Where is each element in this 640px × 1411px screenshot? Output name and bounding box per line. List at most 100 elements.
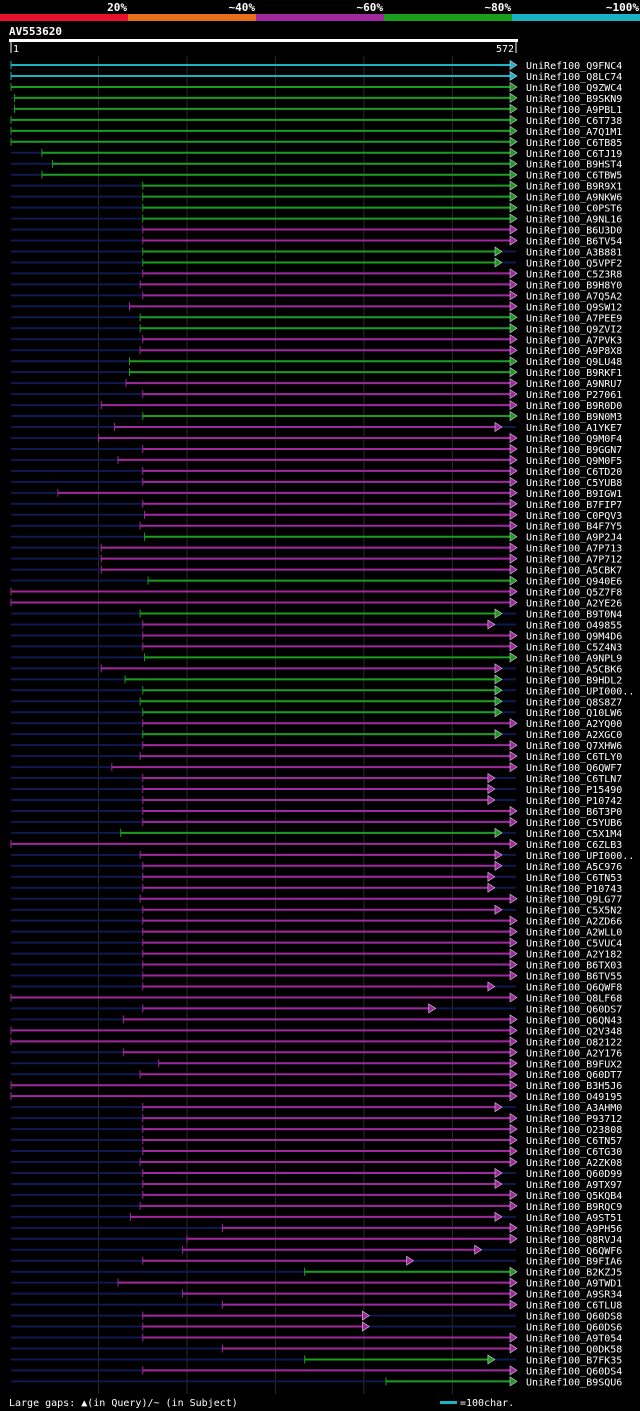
hit-label[interactable]: UniRef100_C6TLY0	[526, 752, 622, 763]
hit-label[interactable]: UniRef100_Q2V348	[526, 1026, 622, 1037]
hit-label[interactable]: UniRef100_Q9LG77	[526, 895, 622, 906]
hit-row[interactable]: UniRef100_A9SR34	[11, 1288, 622, 1301]
hit-row[interactable]: UniRef100_Q10LW6	[11, 707, 622, 720]
hit-row[interactable]: UniRef100_P10743	[11, 882, 622, 895]
hit-row[interactable]: UniRef100_C0PQV3	[11, 509, 622, 522]
hit-label[interactable]: UniRef100_Q9M0F4	[526, 434, 622, 445]
hit-label[interactable]: UniRef100_B9SQU6	[526, 1377, 622, 1388]
hit-label[interactable]: UniRef100_Q9ZVI2	[526, 324, 622, 335]
hit-label[interactable]: UniRef100_A2YE26	[526, 599, 622, 610]
hit-label[interactable]: UniRef100_A5CBK7	[526, 566, 622, 577]
hit-row[interactable]: UniRef100_Q6QWF8	[11, 981, 622, 994]
hit-label[interactable]: UniRef100_P10743	[526, 884, 622, 895]
hit-label[interactable]: UniRef100_Q9LU48	[526, 357, 622, 368]
hit-row[interactable]: UniRef100_Q60DS7	[11, 1003, 622, 1016]
hit-row[interactable]: UniRef100_A9NKW6	[11, 191, 622, 204]
hit-label[interactable]: UniRef100_A3AHM0	[526, 1103, 622, 1114]
hit-row[interactable]: UniRef100_A7Q5A2	[11, 290, 622, 303]
hit-row[interactable]: UniRef100_Q5VPF2	[11, 257, 622, 270]
hit-row[interactable]: UniRef100_Q9M4D6	[11, 630, 622, 643]
hit-row[interactable]: UniRef100_P93712	[11, 1113, 622, 1126]
hit-label[interactable]: UniRef100_C6TN53	[526, 873, 622, 884]
hit-row[interactable]: UniRef100_A7PVK3	[11, 334, 622, 347]
hit-label[interactable]: UniRef100_O49855	[526, 620, 622, 631]
hit-row[interactable]: UniRef100_C5Z3R8	[11, 268, 622, 281]
hit-label[interactable]: UniRef100_B9R0D0	[526, 401, 622, 412]
hit-label[interactable]: UniRef100_C6TLU8	[526, 1301, 622, 1312]
hit-row[interactable]: UniRef100_B9IGW1	[11, 487, 622, 500]
hit-label[interactable]: UniRef100_C6TG30	[526, 1147, 622, 1158]
hit-row[interactable]: UniRef100_Q9M0F4	[11, 432, 622, 445]
hit-row[interactable]: UniRef100_B9FIA6	[11, 1255, 622, 1268]
hit-row[interactable]: UniRef100_Q60DS8	[11, 1310, 622, 1323]
hit-row[interactable]: UniRef100_C6TN53	[11, 871, 622, 884]
hit-row[interactable]: UniRef100_Q9SW12	[11, 301, 622, 314]
hit-row[interactable]: UniRef100_B9FUX2	[11, 1058, 622, 1071]
hit-row[interactable]: UniRef100_Q8LF68	[10, 992, 622, 1005]
hit-label[interactable]: UniRef100_UPI000..	[526, 851, 634, 862]
hit-label[interactable]: UniRef100_UPI000..	[526, 686, 634, 697]
hit-row[interactable]: UniRef100_B9H8Y0	[11, 279, 622, 292]
hit-label[interactable]: UniRef100_Q5VPF2	[526, 258, 622, 269]
hit-label[interactable]: UniRef100_B9T0N4	[526, 610, 622, 621]
hit-label[interactable]: UniRef100_Q0DK58	[526, 1344, 622, 1355]
hit-row[interactable]: UniRef100_O49195	[10, 1091, 622, 1104]
hit-label[interactable]: UniRef100_A9TX97	[526, 1180, 622, 1191]
hit-label[interactable]: UniRef100_B2KZJ5	[526, 1268, 622, 1279]
hit-row[interactable]: UniRef100_A2WLL0	[11, 926, 622, 939]
hit-label[interactable]: UniRef100_Q60DT7	[526, 1070, 622, 1081]
hit-row[interactable]: UniRef100_A3B881	[11, 246, 622, 258]
hit-label[interactable]: UniRef100_O82122	[526, 1037, 622, 1048]
hit-label[interactable]: UniRef100_A7PEE9	[526, 313, 622, 324]
hit-row[interactable]: UniRef100_A2Y176	[11, 1047, 622, 1060]
hit-row[interactable]: UniRef100_P15490	[11, 783, 622, 797]
hit-label[interactable]: UniRef100_B9RQC9	[526, 1202, 622, 1213]
hit-label[interactable]: UniRef100_P10742	[526, 796, 622, 807]
hit-row[interactable]: UniRef100_A9P8X8	[11, 345, 622, 358]
hit-label[interactable]: UniRef100_Q60D99	[526, 1169, 622, 1180]
hit-row[interactable]: UniRef100_A9NPL9	[11, 652, 622, 665]
hit-row[interactable]: UniRef100_Q9FNC4	[10, 59, 622, 73]
hit-label[interactable]: UniRef100_C5X1M4	[526, 829, 622, 840]
hit-label[interactable]: UniRef100_C5YUB8	[526, 478, 622, 489]
hit-label[interactable]: UniRef100_B9HST4	[526, 160, 622, 171]
hit-label[interactable]: UniRef100_Q8S8Z7	[526, 697, 622, 708]
hit-label[interactable]: UniRef100_Q940E6	[526, 577, 622, 588]
hit-label[interactable]: UniRef100_Q9FNC4	[526, 61, 622, 72]
hit-label[interactable]: UniRef100_A5CBK6	[526, 664, 622, 675]
hit-row[interactable]: UniRef100_C6TLU8	[11, 1299, 622, 1312]
hit-label[interactable]: UniRef100_A9PBL1	[526, 105, 622, 116]
hit-row[interactable]: UniRef100_A9ST51	[11, 1211, 622, 1224]
hit-row[interactable]: UniRef100_Q60D99	[11, 1167, 622, 1180]
hit-row[interactable]: UniRef100_B6T3P0	[11, 805, 622, 818]
hit-label[interactable]: UniRef100_A2ZD66	[526, 917, 622, 928]
hit-row[interactable]: UniRef100_Q60DS6	[11, 1321, 622, 1334]
hit-label[interactable]: UniRef100_B9FUX2	[526, 1059, 622, 1070]
hit-label[interactable]: UniRef100_C6TLN7	[526, 774, 622, 785]
hit-label[interactable]: UniRef100_A7P712	[526, 555, 622, 566]
hit-row[interactable]: UniRef100_A3AHM0	[11, 1102, 622, 1115]
hit-label[interactable]: UniRef100_A9NRU7	[526, 379, 622, 390]
hit-row[interactable]: UniRef100_Q8S8Z7	[11, 696, 622, 709]
hit-row[interactable]: UniRef100_A5C976	[11, 860, 622, 873]
hit-label[interactable]: UniRef100_B9SKN9	[526, 94, 622, 105]
hit-row[interactable]: UniRef100_C6TN57	[11, 1135, 622, 1148]
hit-row[interactable]: UniRef100_C6TB85	[10, 136, 622, 149]
hit-row[interactable]: UniRef100_C5VUC4	[11, 937, 622, 950]
hit-row[interactable]: UniRef100_A7PEE9	[11, 312, 622, 325]
hit-row[interactable]: UniRef100_B6TV55	[11, 970, 622, 983]
hit-row[interactable]: UniRef100_B4F7Y5	[11, 520, 622, 533]
hit-row[interactable]: UniRef100_C5X1M4	[11, 827, 622, 840]
hit-label[interactable]: UniRef100_C5Z3R8	[526, 269, 622, 280]
hit-row[interactable]: UniRef100_A9NL16	[11, 213, 622, 226]
hit-row[interactable]: UniRef100_A2ZD66	[11, 915, 622, 928]
hit-row[interactable]: UniRef100_UPI000..	[11, 685, 634, 698]
hit-label[interactable]: UniRef100_B9N0M3	[526, 412, 622, 423]
hit-row[interactable]: UniRef100_B3H5J6	[10, 1080, 622, 1093]
hit-label[interactable]: UniRef100_O49195	[526, 1092, 622, 1103]
hit-row[interactable]: UniRef100_A5CBK7	[11, 564, 622, 577]
hit-label[interactable]: UniRef100_A7Q5A2	[526, 291, 622, 302]
hit-row[interactable]: UniRef100_A9NRU7	[11, 378, 622, 391]
hit-label[interactable]: UniRef100_A2ZK08	[526, 1158, 622, 1169]
hit-row[interactable]: UniRef100_A2XGC0	[11, 729, 622, 742]
